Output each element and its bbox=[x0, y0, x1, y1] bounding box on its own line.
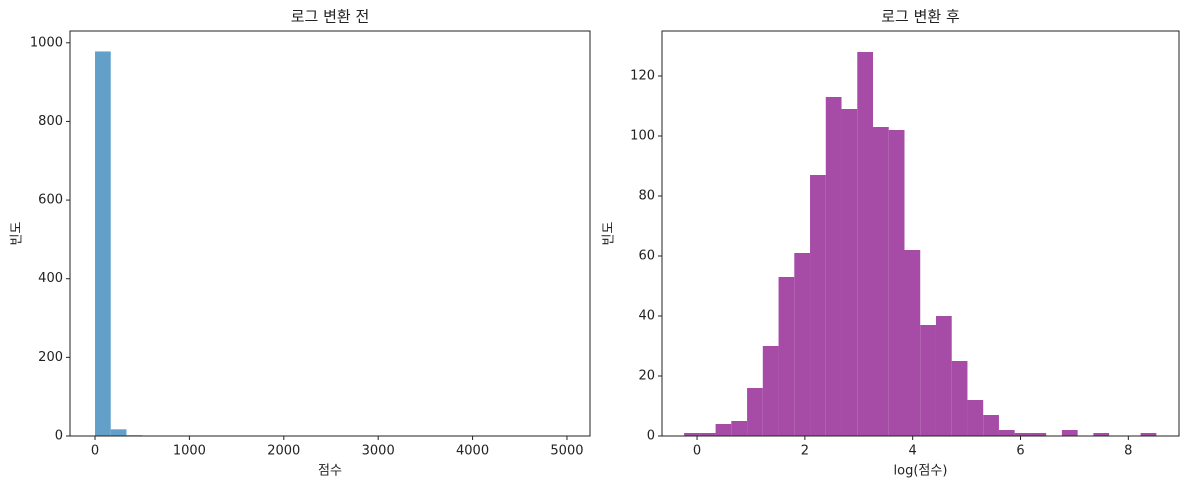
histogram-bar bbox=[1030, 433, 1047, 436]
x-tick-label: 2 bbox=[801, 444, 809, 459]
histogram-bar bbox=[747, 388, 763, 436]
histogram-bar bbox=[983, 415, 999, 436]
histogram-bar bbox=[920, 325, 936, 436]
histogram-bar bbox=[715, 424, 732, 436]
y-tick-label: 800 bbox=[38, 114, 63, 129]
histogram-bar bbox=[888, 130, 905, 436]
x-tick-label: 8 bbox=[1124, 444, 1132, 459]
y-tick-label: 400 bbox=[38, 271, 63, 286]
x-tick-label: 0 bbox=[693, 444, 701, 459]
histogram-bar bbox=[731, 421, 748, 436]
histogram-bar bbox=[110, 429, 127, 436]
histogram-bar bbox=[684, 433, 700, 436]
y-tick-label: 600 bbox=[38, 193, 63, 208]
x-tick-label: 4000 bbox=[456, 444, 489, 459]
histogram-bar bbox=[967, 400, 984, 436]
x-tick-label: 5000 bbox=[550, 444, 583, 459]
y-tick-label: 120 bbox=[630, 69, 655, 84]
histogram-bar bbox=[1014, 433, 1031, 436]
y-tick-label: 20 bbox=[638, 369, 655, 384]
histogram-bar bbox=[810, 175, 826, 436]
axes-frame bbox=[661, 30, 1180, 437]
histogram-bar bbox=[998, 430, 1015, 436]
y-tick-label: 80 bbox=[638, 189, 655, 204]
x-tick-label: 0 bbox=[91, 444, 99, 459]
histogram-bar bbox=[841, 109, 858, 436]
histogram-bar bbox=[699, 433, 716, 436]
x-tick-label: 1000 bbox=[173, 444, 206, 459]
histogram-bar bbox=[762, 346, 779, 436]
y-axis-label: 빈도 bbox=[10, 222, 25, 246]
histogram-bar bbox=[825, 97, 842, 436]
histogram-bar bbox=[1061, 430, 1078, 436]
histogram-bar bbox=[794, 253, 811, 436]
x-tick-label: 6 bbox=[1016, 444, 1024, 459]
histogram-bar bbox=[904, 250, 921, 436]
histogram-bar bbox=[857, 52, 874, 436]
x-tick-label: 4 bbox=[909, 444, 917, 459]
chart-title: 로그 변환 후 bbox=[881, 8, 960, 26]
histogram-bar bbox=[95, 51, 111, 437]
y-tick-label: 60 bbox=[638, 249, 655, 264]
y-tick-label: 100 bbox=[630, 129, 655, 144]
axes-frame bbox=[69, 30, 591, 437]
y-tick-label: 200 bbox=[38, 350, 63, 365]
histogram-bar bbox=[1140, 433, 1157, 436]
histogram-bar bbox=[778, 277, 795, 436]
x-axis-label: log(점수) bbox=[894, 464, 948, 479]
y-tick-label: 0 bbox=[55, 429, 63, 444]
chart-title: 로그 변환 전 bbox=[291, 8, 370, 26]
x-tick-label: 3000 bbox=[362, 444, 395, 459]
y-tick-label: 1000 bbox=[30, 35, 63, 50]
histogram-bar bbox=[935, 316, 952, 436]
y-axis-label: 빈도 bbox=[602, 222, 617, 246]
y-tick-label: 40 bbox=[638, 309, 655, 324]
histogram-bar bbox=[873, 127, 889, 436]
x-axis-label: 점수 bbox=[318, 464, 342, 479]
x-tick-label: 2000 bbox=[267, 444, 300, 459]
histogram-bar bbox=[951, 361, 968, 436]
histogram-bar bbox=[1093, 433, 1110, 436]
y-tick-label: 0 bbox=[647, 429, 655, 444]
